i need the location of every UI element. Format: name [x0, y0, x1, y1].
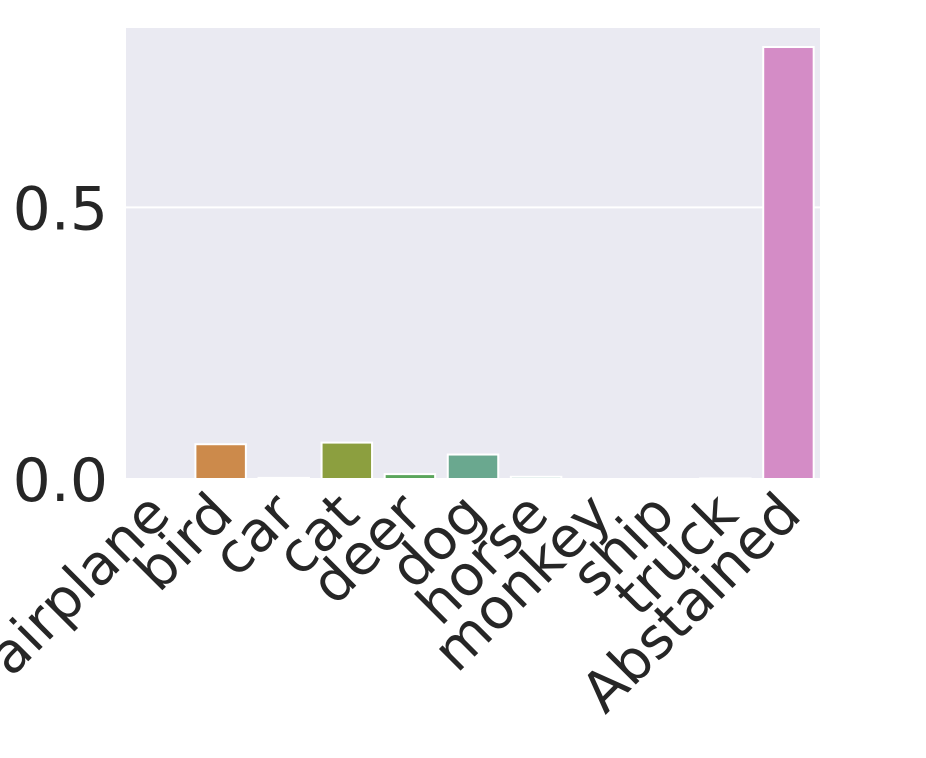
- bar-cat: [320, 441, 374, 480]
- bar-bird: [194, 443, 247, 480]
- bar-dog: [446, 453, 500, 480]
- bar-abstained: [762, 46, 815, 481]
- x-axis-ticks: airplanebirdcarcatdeerdoghorsemonkeyship…: [0, 480, 813, 725]
- bar-deer: [383, 473, 437, 481]
- bars: [194, 46, 815, 481]
- y-tick-label: 0.0: [13, 446, 108, 516]
- y-tick-label: 0.5: [13, 174, 108, 244]
- bar-car: [257, 476, 310, 480]
- plot-area: [126, 28, 820, 479]
- bar-truck: [699, 477, 752, 481]
- y-axis-ticks: 0.0 0.5: [13, 174, 108, 516]
- bar-horse: [509, 475, 563, 481]
